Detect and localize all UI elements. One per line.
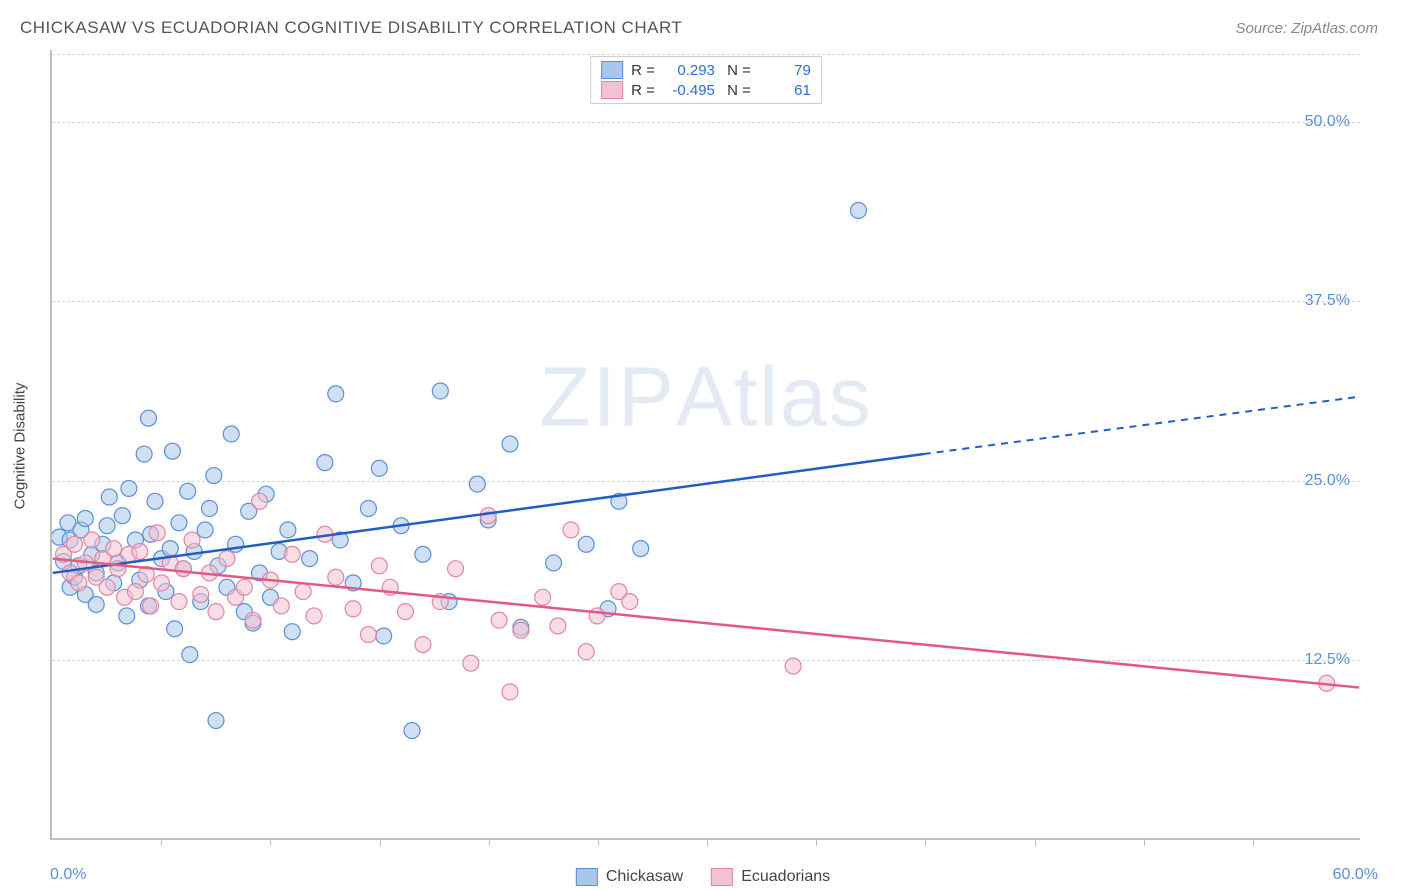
n-label: N =: [723, 82, 751, 99]
watermark: ZIPAtlas: [539, 348, 872, 445]
y-tick-label: 25.0%: [1305, 472, 1350, 490]
r-value-0: 0.293: [663, 62, 715, 79]
y-tick-label: 37.5%: [1305, 292, 1350, 310]
n-value-1: 61: [759, 82, 811, 99]
y-tick-label: 12.5%: [1305, 651, 1350, 669]
regression-lines: [52, 50, 1360, 838]
series-legend: Chickasaw Ecuadorians: [576, 868, 830, 886]
r-label: R =: [631, 62, 655, 79]
chart-title: CHICKASAW VS ECUADORIAN COGNITIVE DISABI…: [20, 18, 682, 38]
stats-row-1: R = -0.495 N = 61: [601, 81, 811, 99]
swatch-chickasaw: [601, 61, 623, 79]
y-axis-label: Cognitive Disability: [12, 383, 29, 510]
x-max-label: 60.0%: [1333, 866, 1378, 884]
stats-legend: R = 0.293 N = 79 R = -0.495 N = 61: [590, 56, 822, 104]
legend-item-ecuadorians: Ecuadorians: [711, 868, 830, 886]
source-label: Source: ZipAtlas.com: [1235, 20, 1378, 37]
plot-area: ZIPAtlas 12.5% 25.0% 37.5% 50.0% R = 0.293 …: [50, 50, 1360, 840]
r-label: R =: [631, 82, 655, 99]
r-value-1: -0.495: [663, 82, 715, 99]
swatch-ecuadorians: [601, 81, 623, 99]
stats-row-0: R = 0.293 N = 79: [601, 61, 811, 79]
n-value-0: 79: [759, 62, 811, 79]
scatter-layer: [52, 50, 1360, 838]
legend-swatch-chickasaw: [576, 868, 598, 886]
legend-swatch-ecuadorians: [711, 868, 733, 886]
legend-label-chickasaw: Chickasaw: [606, 868, 683, 886]
chart-page: CHICKASAW VS ECUADORIAN COGNITIVE DISABI…: [0, 0, 1406, 892]
n-label: N =: [723, 62, 751, 79]
x-min-label: 0.0%: [50, 866, 86, 884]
legend-label-ecuadorians: Ecuadorians: [741, 868, 830, 886]
watermark-main: ZIP: [539, 349, 676, 443]
y-tick-label: 50.0%: [1305, 113, 1350, 131]
legend-item-chickasaw: Chickasaw: [576, 868, 683, 886]
watermark-sub: Atlas: [676, 349, 873, 443]
